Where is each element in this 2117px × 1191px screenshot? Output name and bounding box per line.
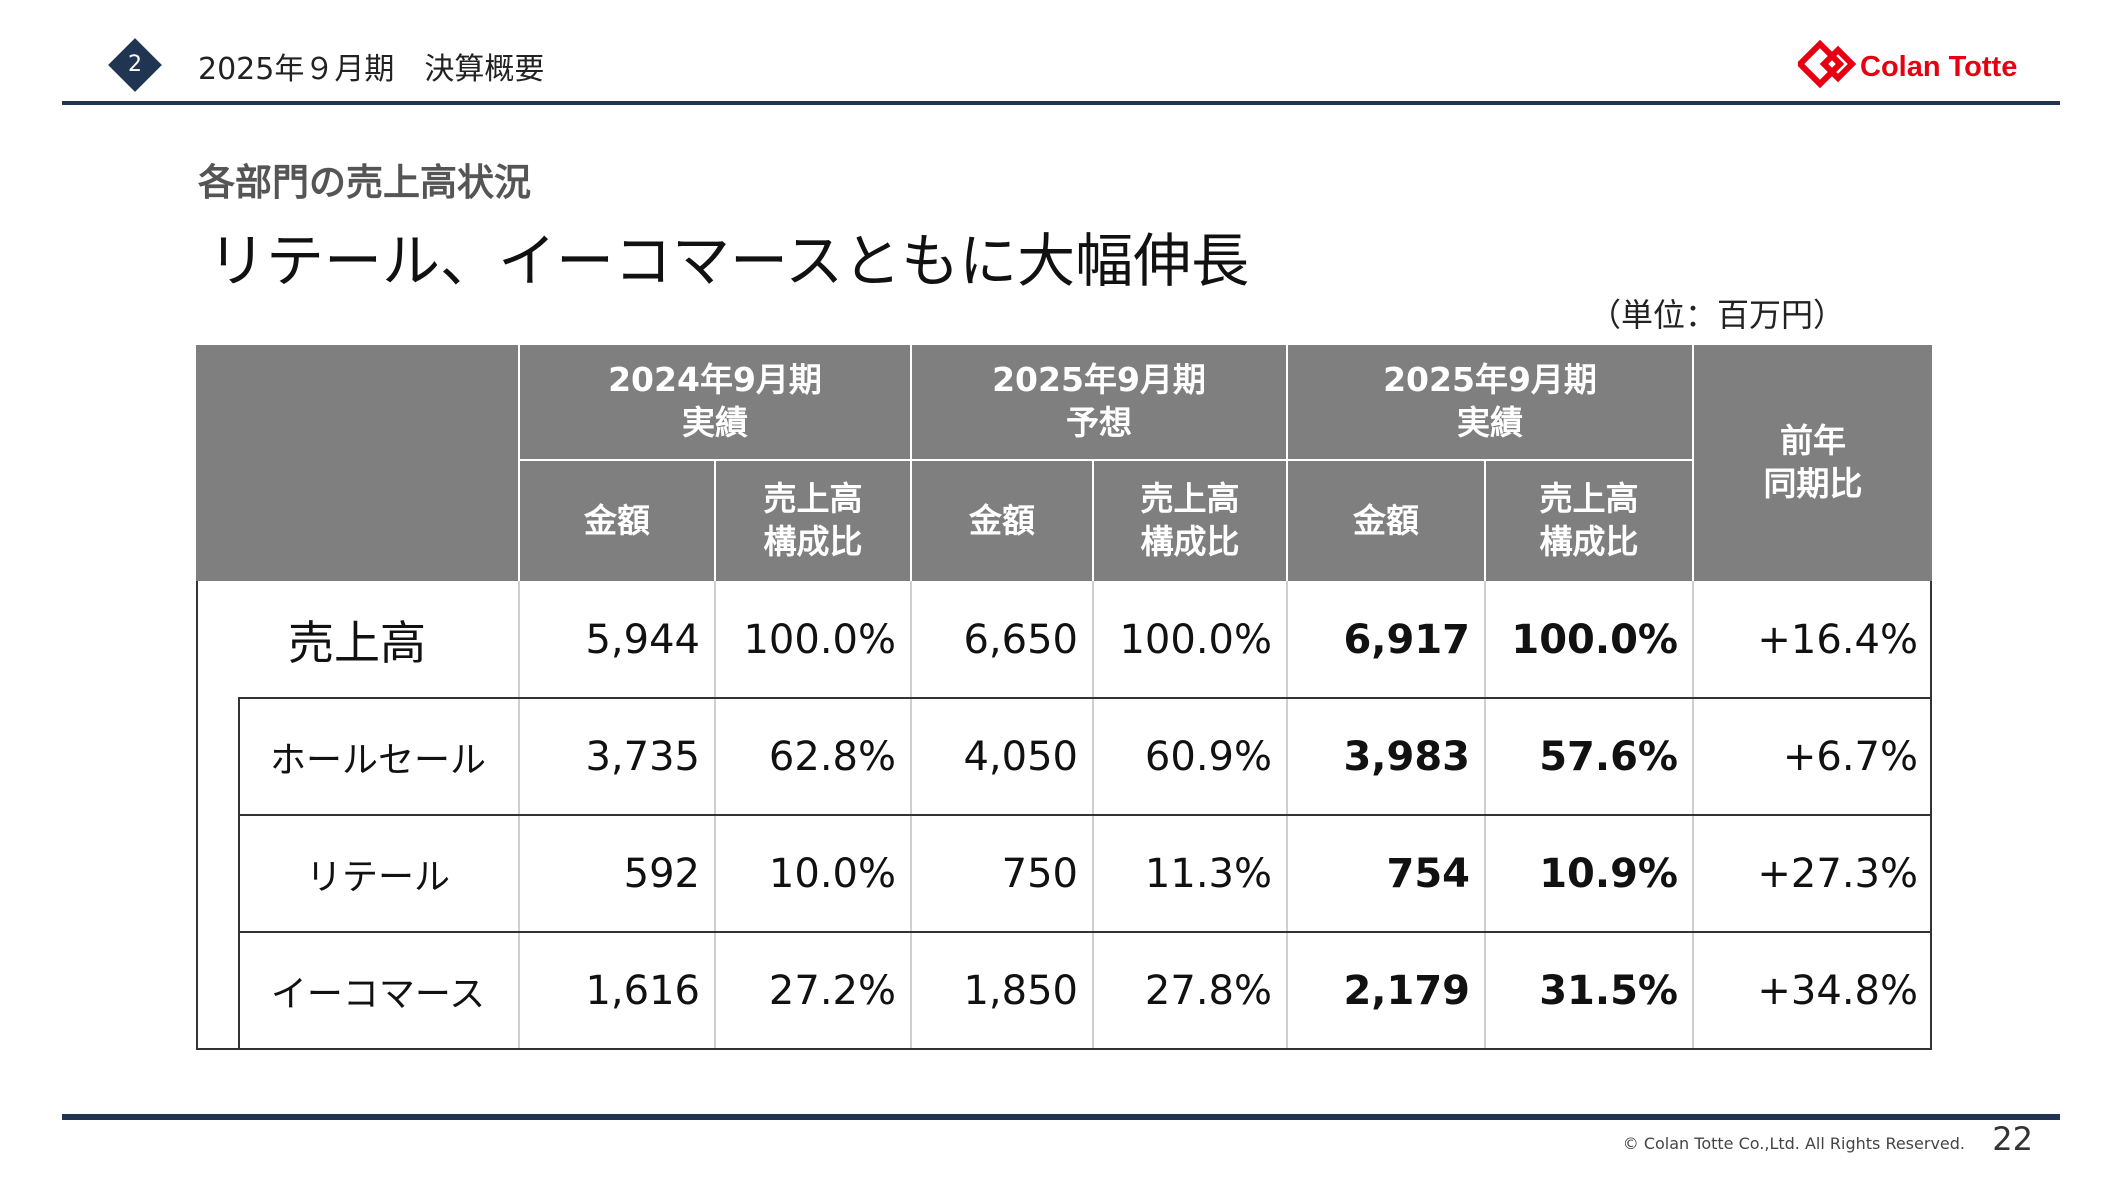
- cell-wholesale-2025-ratio: 57.6%: [1486, 698, 1692, 815]
- cell-retail-2025f-ratio: 11.3%: [1094, 815, 1286, 932]
- cell-wholesale-2024-ratio: 62.8%: [716, 698, 910, 815]
- cell-total-2025-ratio: 100.0%: [1486, 581, 1692, 698]
- subheader-ratio-2025f: 売上高 構成比: [1094, 461, 1286, 581]
- row-label-retail: リテール: [305, 856, 450, 898]
- cell-retail-2025-amount: 754: [1288, 815, 1484, 932]
- cell-wholesale-2025f-amount: 4,050: [912, 698, 1092, 815]
- cell-retail-2025-ratio: 10.9%: [1486, 815, 1692, 932]
- cell-ecommerce-2024-amount: 1,616: [520, 932, 714, 1049]
- cell-total-yoy: +16.4%: [1694, 581, 1932, 698]
- section-number: 2: [128, 52, 142, 77]
- subheader-ratio-2025: 売上高 構成比: [1486, 461, 1692, 581]
- cell-total-2024-ratio: 100.0%: [716, 581, 910, 698]
- row-separator: [238, 697, 1932, 699]
- indent-border: [238, 697, 240, 1050]
- header-yoy: 前年 同期比: [1694, 345, 1932, 581]
- cell-wholesale-2025-amount: 3,983: [1288, 698, 1484, 815]
- row-label-wholesale: ホールセール: [269, 739, 486, 781]
- unit-label: （単位：百万円）: [1588, 296, 1845, 334]
- cell-retail-2024-ratio: 10.0%: [716, 815, 910, 932]
- cell-ecommerce-2025-ratio: 31.5%: [1486, 932, 1692, 1049]
- cell-retail-2024-amount: 592: [520, 815, 714, 932]
- table-left-border: [196, 581, 198, 1050]
- group-header-2025-actual: 2025年9月期 実績: [1288, 345, 1692, 459]
- cell-ecommerce-yoy: +34.8%: [1694, 932, 1932, 1049]
- cell-ecommerce-2025-amount: 2,179: [1288, 932, 1484, 1049]
- cell-ecommerce-2025f-amount: 1,850: [912, 932, 1092, 1049]
- cell-total-2025f-ratio: 100.0%: [1094, 581, 1286, 698]
- cell-total-2025-amount: 6,917: [1288, 581, 1484, 698]
- subheader-amount-2025: 金額: [1288, 461, 1484, 581]
- copyright: © Colan Totte Co.,Ltd. All Rights Reserv…: [1622, 1134, 1965, 1153]
- row-label-total: 売上高: [288, 615, 426, 670]
- row-separator: [238, 814, 1932, 816]
- cell-total-2025f-amount: 6,650: [912, 581, 1092, 698]
- table-right-border: [1930, 581, 1932, 1050]
- header-corner: [196, 345, 518, 581]
- group-header-2024: 2024年9月期 実績: [520, 345, 910, 459]
- subheader-ratio-2024: 売上高 構成比: [716, 461, 910, 581]
- page-number: 22: [1992, 1120, 2033, 1158]
- row-label-ecommerce: イーコマース: [270, 973, 486, 1015]
- logo-text: Colan Totte: [1860, 51, 2017, 83]
- cell-wholesale-yoy: +6.7%: [1694, 698, 1932, 815]
- cell-ecommerce-2025f-ratio: 27.8%: [1094, 932, 1286, 1049]
- header-rule: [62, 101, 2060, 105]
- subheader-amount-2024: 金額: [520, 461, 714, 581]
- header-title: 2025年９月期 決算概要: [198, 52, 545, 87]
- subheader-amount-2025f: 金額: [912, 461, 1092, 581]
- section-title: 各部門の売上高状況: [198, 161, 531, 204]
- cell-retail-yoy: +27.3%: [1694, 815, 1932, 932]
- cell-retail-2025f-amount: 750: [912, 815, 1092, 932]
- cell-ecommerce-2024-ratio: 27.2%: [716, 932, 910, 1049]
- headline: リテール、イーコマースともに大幅伸長: [208, 227, 1250, 295]
- cell-total-2024-amount: 5,944: [520, 581, 714, 698]
- colan-totte-logo: Colan Totte: [1798, 40, 2017, 89]
- group-header-2025-forecast: 2025年9月期 予想: [912, 345, 1286, 459]
- cell-wholesale-2025f-ratio: 60.9%: [1094, 698, 1286, 815]
- table-bottom-border: [196, 1048, 1932, 1050]
- cell-wholesale-2024-amount: 3,735: [520, 698, 714, 815]
- row-separator: [238, 931, 1932, 933]
- footer-rule: [62, 1114, 2060, 1120]
